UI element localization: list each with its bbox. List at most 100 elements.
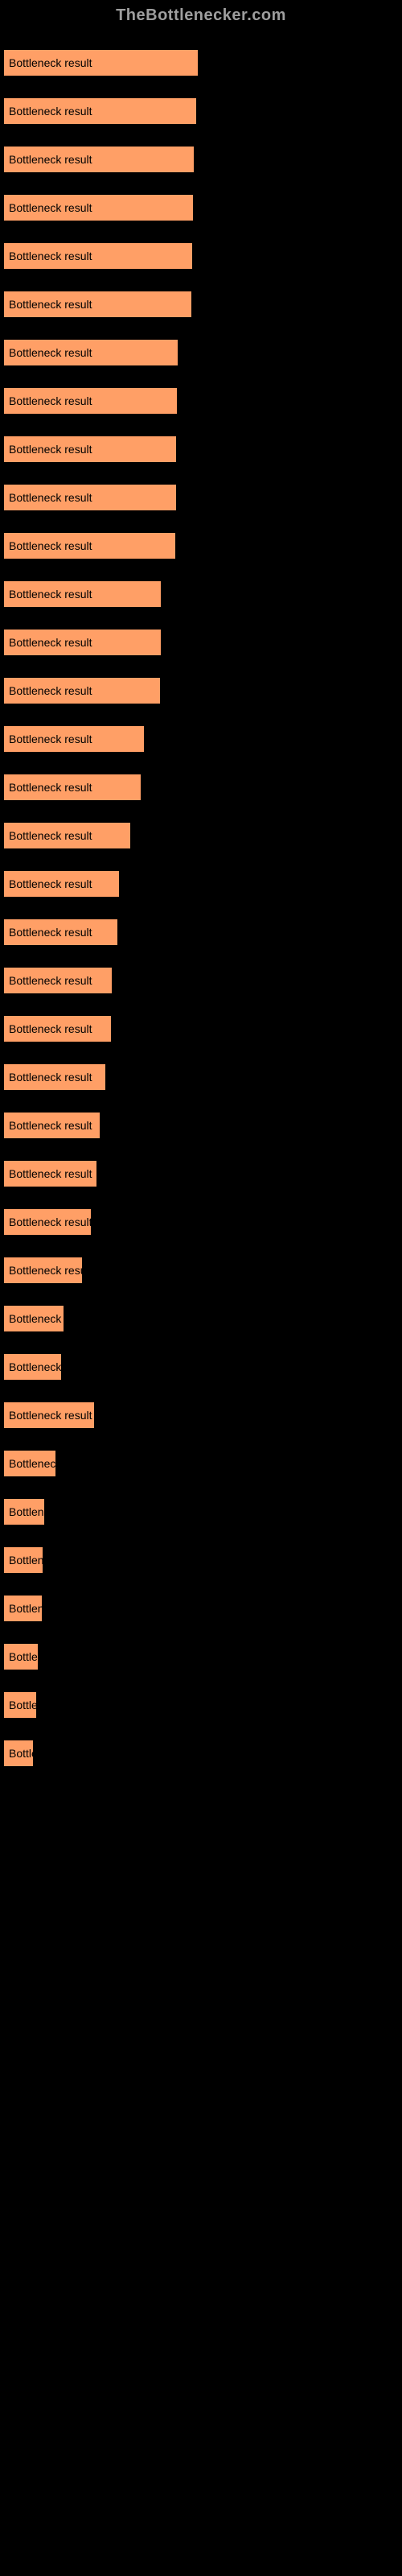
bar-fill: Bottleneck result [3, 436, 177, 463]
bar-inside-label: Bottleneck result [9, 829, 92, 842]
bar-track: Bottleneck result47.8 [3, 291, 399, 318]
bar-inside-label: Bottleneck result [9, 1119, 92, 1132]
bar-value: 34.9 [146, 781, 168, 794]
bar-track: Bottleneck result39.8 [3, 677, 399, 704]
chart-row: NVIDIA GeForce RTX 2070 Bottleneck result… [3, 419, 399, 463]
bar-fill: Bottleneck result [3, 1450, 56, 1477]
bar-inside-label: Bottleneck result [9, 1554, 43, 1567]
bar-fill: Bottleneck result [3, 1305, 64, 1332]
row-gpu-label: NVIDIA GeForce GTX 1650 [3, 1530, 399, 1546]
bar-fill: Bottleneck result [3, 1160, 97, 1187]
bar-value: 40.1 [166, 588, 188, 601]
bar-inside-label: Bottleneck result [9, 974, 92, 987]
row-gpu-label: AMD Radeon RX 5600 XT [3, 81, 399, 97]
row-gpu-label: AMD Radeon RX 470 [3, 1627, 399, 1643]
row-gpu-label: NVIDIA GeForce GTX 970 [3, 1337, 399, 1353]
bar-value: 44.2 [183, 394, 204, 407]
bar-value: 15.5 [69, 1312, 91, 1325]
bar-value: 9.0 [43, 1650, 59, 1663]
bar-value: 40.0 [166, 636, 188, 649]
bar-fill: Bottleneck result [3, 629, 162, 656]
bar-track: Bottleneck result10.2 [3, 1546, 399, 1574]
bar-fill: Bottleneck result [3, 967, 113, 994]
bar-fill: Bottleneck result [3, 49, 199, 76]
bar-inside-label: Bottleneck result [9, 1699, 37, 1711]
bar-inside-label: Bottleneck result [9, 636, 92, 649]
chart-row: NVIDIA Quadro P4000Bottleneck result27.7 [3, 951, 399, 994]
bar-fill: Bottleneck result [3, 387, 178, 415]
bar-track: Bottleneck result20.2 [3, 1257, 399, 1284]
bar-inside-label: Bottleneck result [9, 1650, 39, 1663]
bar-track: Bottleneck result 9.0 [3, 1643, 399, 1670]
bar-fill: Bottleneck result [3, 1546, 43, 1574]
chart-row: AMD Radeon RX Vega 56Bottleneck result34… [3, 758, 399, 801]
row-gpu-label: AMD Radeon RX Vega 64 [3, 661, 399, 677]
chart-row: AMD Radeon RX 5700Bottleneck result43.9 [3, 468, 399, 511]
row-gpu-label: NVIDIA GeForce GTX 1070 Ti [3, 613, 399, 629]
chart-row: NVIDIA Quadro P5000Bottleneck result35.8 [3, 709, 399, 753]
bar-track: Bottleneck result10.6 [3, 1498, 399, 1525]
chart-row: NVIDIA TITAN XBottleneck result40.1 [3, 564, 399, 608]
bar-track: Bottleneck result49.3 [3, 49, 399, 76]
row-gpu-label: AMD Radeon RX 480 [3, 1434, 399, 1450]
bar-track: Bottleneck result9.9 [3, 1595, 399, 1622]
row-gpu-label: NVIDIA RTX A2000 [3, 275, 399, 291]
bar-fill: Bottleneck result [3, 339, 178, 366]
bar-value: 43.6 [181, 539, 203, 552]
bar-track: Bottleneck result 40.0 [3, 629, 399, 656]
bar-inside-label: Bottleneck result [9, 1505, 45, 1518]
bar-fill: Bottleneck result [3, 677, 161, 704]
row-gpu-label: NVIDIA GeForce GTX 980 Ti [3, 806, 399, 822]
bar-inside-label: Bottleneck result [9, 443, 92, 456]
bar-fill: Bottleneck result [3, 1643, 39, 1670]
chart-row: AMD Radeon R9 FuryBottleneck result20.2 [3, 1241, 399, 1284]
row-gpu-label: NVIDIA GeForce RTX 2070 [3, 419, 399, 436]
bar-inside-label: Bottleneck result [9, 1602, 43, 1615]
chart-row: NVIDIA GeForce GTX 1050 TiBottleneck res… [3, 1724, 399, 1767]
bar-track: Bottleneck result 24.6 [3, 1112, 399, 1139]
row-gpu-label: AMD Radeon RX 5500 XT [3, 1385, 399, 1402]
bar-fill: Bottleneck result [3, 870, 120, 898]
bar-value: 26.0 [111, 1071, 133, 1084]
row-gpu-label: NVIDIA GeForce RTX 3060 [3, 323, 399, 339]
bar-inside-label: Bottleneck result [9, 1409, 92, 1422]
bar-inside-label: Bottleneck result [9, 346, 92, 359]
bar-fill: Bottleneck result [3, 1257, 83, 1284]
bar-value: 32.3 [136, 829, 158, 842]
row-gpu-label: NVIDIA GeForce GTX 1660 SUPER [3, 902, 399, 919]
row-gpu-label: NVIDIA TITAN X [3, 564, 399, 580]
bar-fill: Bottleneck result [3, 1112, 100, 1139]
row-gpu-label: AMD Radeon R9 Fury [3, 1241, 399, 1257]
bar-inside-label: Bottleneck result [9, 1747, 34, 1760]
chart-row: NVIDIA GeForce GTX 1060Bottleneck result… [3, 1096, 399, 1139]
bar-track: Bottleneck result43.6 [3, 532, 399, 559]
bar-value: 44.3 [183, 346, 205, 359]
bar-track: Bottleneck result 44.3 [3, 339, 399, 366]
bar-track: Bottleneck result43.9 [3, 484, 399, 511]
bar-value: 48.2 [199, 201, 220, 214]
chart-row: NVIDIA RTX A2000Bottleneck result47.8 [3, 275, 399, 318]
bar-inside-label: Bottleneck result [9, 1360, 62, 1373]
bar-track: Bottleneck result27.7 [3, 967, 399, 994]
row-gpu-label: NVIDIA GeForce GTX 1050 Ti [3, 1724, 399, 1740]
bar-track: Bottleneck result26.0 [3, 1063, 399, 1091]
chart-row: NVIDIA GeForce GTX 1660 SUPERBottleneck … [3, 902, 399, 946]
bar-inside-label: Bottleneck result [9, 781, 92, 794]
chart-row: NVIDIA GeForce GTX 980 Ti Bottleneck resu… [3, 806, 399, 849]
bar-value: 23.2 [100, 1409, 121, 1422]
bar-track: Bottleneck result49.0 [3, 97, 399, 125]
bar-track: Bottleneck result 23.2 [3, 1402, 399, 1429]
chart-row: NVIDIA GeForce RTX 2060 SUPERBottleneck … [3, 371, 399, 415]
bar-track: Bottleneck result23.8 [3, 1160, 399, 1187]
bar-track: Bottleneck result 34.9 [3, 774, 399, 801]
chart-row: NVIDIA GeForce GTX 1070 TiBottleneck res… [3, 613, 399, 656]
row-gpu-label: AMD Radeon RX 590 [3, 1047, 399, 1063]
bar-fill: Bottleneck result [3, 484, 177, 511]
chart-row: AMD Radeon R9 290Bottleneck result8.6 [3, 1675, 399, 1719]
bar-value: 24.6 [105, 1119, 127, 1132]
bar-track: Bottleneck result8.6 [3, 1691, 399, 1719]
bar-track: Bottleneck result7.8 [3, 1740, 399, 1767]
bar-inside-label: Bottleneck result [9, 56, 92, 69]
bar-inside-label: Bottleneck result [9, 1264, 83, 1277]
bar-fill: Bottleneck result [3, 194, 194, 221]
